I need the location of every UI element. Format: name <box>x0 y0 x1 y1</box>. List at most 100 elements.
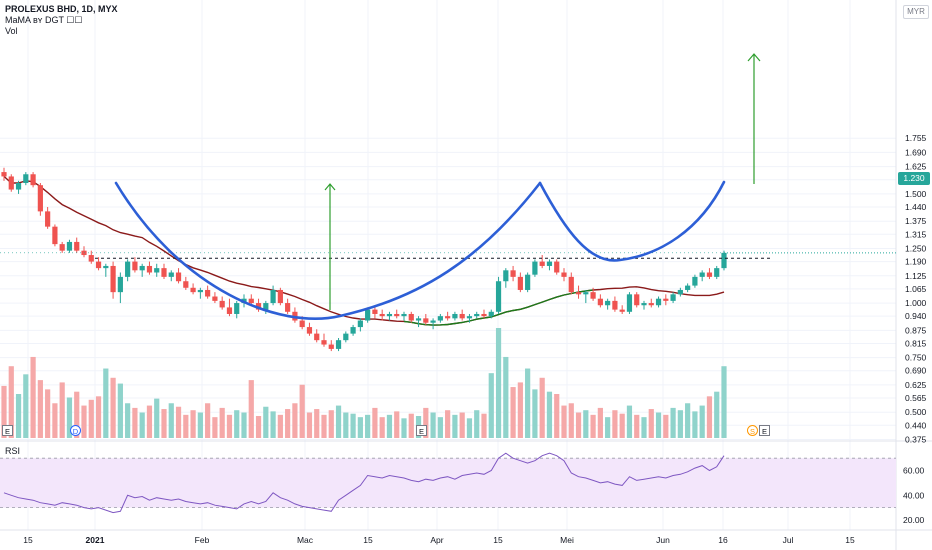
price-tick-label: 0.565 <box>905 393 927 403</box>
candle-body <box>74 241 80 251</box>
price-tick-label: 1.190 <box>905 257 927 267</box>
candle-body <box>321 340 327 345</box>
volume-bar <box>408 413 414 438</box>
volume-bar <box>306 412 313 438</box>
earnings-event-icon[interactable]: E <box>416 425 427 436</box>
volume-bar <box>74 391 80 438</box>
volume-bar <box>561 405 567 438</box>
candle-body <box>52 226 58 245</box>
volume-bar <box>372 407 378 438</box>
price-axis: 1.7551.6901.6251.5651.5001.4401.3751.315… <box>903 133 927 525</box>
currency-badge[interactable]: MYR <box>903 5 929 19</box>
time-tick-label: Jul <box>783 535 794 545</box>
volume-bar <box>37 380 43 438</box>
candle-body <box>532 261 538 275</box>
earnings-event-icon[interactable]: E <box>2 425 13 436</box>
candle-body <box>277 289 283 304</box>
time-tick-label: Apr <box>430 535 443 545</box>
price-tick-label: 0.375 <box>905 435 927 445</box>
price-tick-label: 1.690 <box>905 147 927 157</box>
volume-bar <box>401 418 407 438</box>
price-tick-label: 0.500 <box>905 407 927 417</box>
volume-bar <box>517 382 523 438</box>
volume-bar <box>619 413 625 438</box>
candle-body <box>714 268 720 277</box>
candle-body <box>495 281 502 312</box>
candle-body <box>706 272 713 277</box>
time-tick-label: 15 <box>845 535 855 545</box>
candle-body <box>590 292 596 299</box>
volume-bar <box>241 412 247 438</box>
candle-body <box>452 313 458 319</box>
candle-body <box>343 333 349 341</box>
candle-body <box>597 298 603 306</box>
price-tick-label: 0.875 <box>905 325 927 335</box>
candle-body <box>95 261 102 269</box>
volume-bar <box>183 414 189 438</box>
candle-body <box>408 313 414 321</box>
volume-bar <box>161 409 167 438</box>
price-tick-label: 1.315 <box>905 229 927 239</box>
rsi-title[interactable]: RSI <box>5 446 21 456</box>
volume-bar <box>30 356 36 438</box>
indicator-title[interactable]: MaMA ʙʏ DGT ☐☐ <box>5 15 83 25</box>
symbol-title[interactable]: PROLEXUS BHD, 1D, MYX <box>5 4 118 14</box>
candle-body <box>154 268 160 273</box>
candle-body <box>641 303 647 306</box>
candle-body <box>481 313 487 317</box>
volume-bar <box>575 412 582 438</box>
handle-curve <box>538 180 726 262</box>
volume-bar <box>146 405 153 438</box>
candle-body <box>619 309 625 312</box>
candle-body <box>263 303 269 310</box>
candle-body <box>197 289 203 293</box>
volume-bar <box>8 366 14 438</box>
earnings-event-icon[interactable]: E <box>759 425 770 436</box>
volume-bar <box>692 411 698 438</box>
time-tick-label: Jun <box>656 535 670 545</box>
moving-average-line <box>3 175 725 326</box>
candle-body <box>466 316 473 319</box>
candle-body <box>525 274 531 290</box>
candle-body <box>655 298 662 306</box>
rsi-band <box>0 458 896 508</box>
last-price-tag: 1.230 <box>898 172 930 185</box>
price-tick-label: 1.250 <box>905 243 927 253</box>
candle-body <box>539 261 545 266</box>
candle-body <box>103 265 109 269</box>
volume-title[interactable]: Vol <box>5 26 18 36</box>
moving-average-line-up <box>403 289 594 326</box>
volume-bar <box>212 417 218 438</box>
volume-bar <box>234 410 240 438</box>
volume-bar <box>299 384 305 438</box>
candle-body <box>401 313 407 317</box>
volume-bar <box>437 417 443 438</box>
volume-bar <box>634 414 640 438</box>
candle-body <box>386 313 393 317</box>
volume-bar <box>583 410 589 438</box>
candlesticks <box>1 167 727 352</box>
volume-bar <box>568 403 574 438</box>
volume-bar <box>248 380 254 438</box>
volume-bar <box>292 403 298 438</box>
volume-bar <box>503 356 509 438</box>
volume-bar <box>379 417 385 438</box>
volume-bar <box>88 399 94 438</box>
candle-body <box>30 174 36 186</box>
volume-bar <box>474 410 480 438</box>
volume-bar <box>59 382 65 438</box>
volume-bar <box>15 394 22 438</box>
volume-bar <box>459 412 465 438</box>
split-event-icon[interactable]: S <box>747 425 758 436</box>
rsi-line <box>3 452 725 514</box>
volume-bar <box>23 374 29 438</box>
candle-body <box>517 276 523 290</box>
dividend-event-icon[interactable]: D <box>70 425 81 436</box>
volume-bar <box>626 405 633 438</box>
time-tick-label: 16 <box>718 535 728 545</box>
volume-bar <box>590 414 596 438</box>
volume-bar <box>226 414 233 438</box>
candle-body <box>357 320 363 328</box>
volume-bar <box>495 328 502 438</box>
